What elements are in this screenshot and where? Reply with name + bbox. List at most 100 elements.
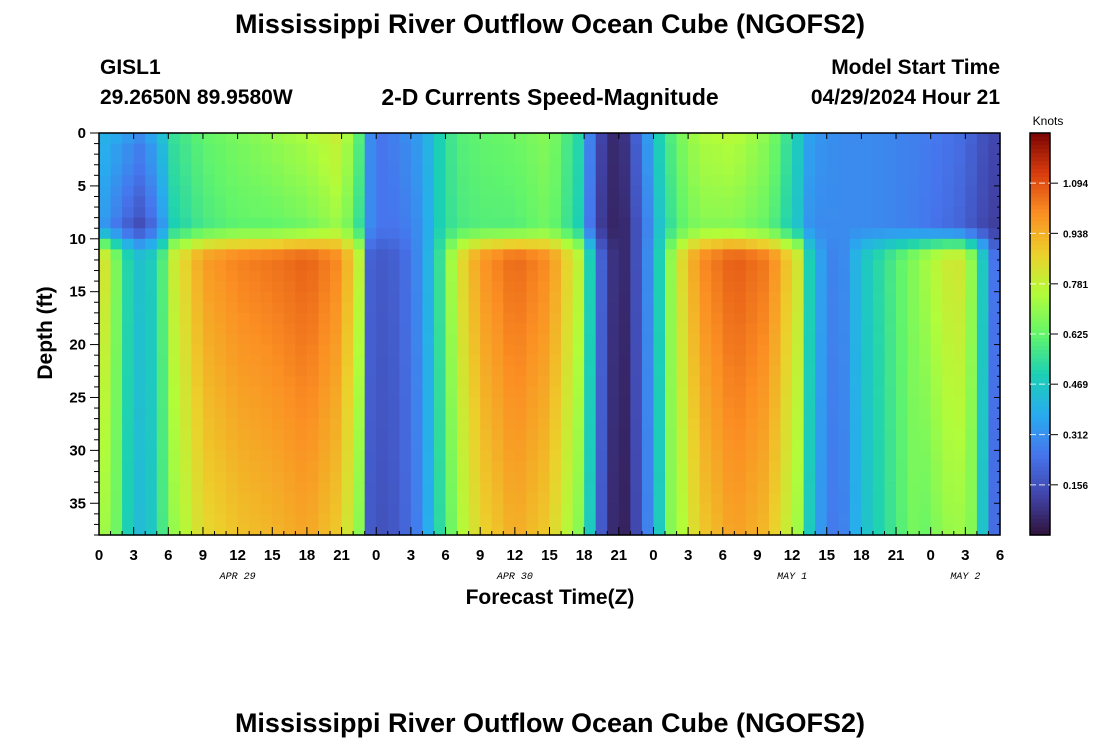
- heatmap-cell: [792, 397, 805, 409]
- heatmap-cell: [607, 302, 620, 314]
- heatmap-cell: [942, 154, 955, 166]
- heatmap-cell: [214, 355, 227, 367]
- heatmap-cell: [422, 460, 435, 473]
- heatmap-cell: [584, 312, 597, 325]
- x-tick-label: 3: [961, 547, 969, 564]
- heatmap-cell: [283, 228, 296, 240]
- colorbar-swatch: [1030, 201, 1050, 206]
- heatmap-cell: [376, 164, 389, 176]
- heatmap-cell: [537, 249, 551, 261]
- heatmap-cell: [99, 154, 112, 166]
- heatmap-cell: [168, 302, 181, 314]
- heatmap-cell: [445, 143, 458, 155]
- heatmap-cell: [572, 376, 585, 388]
- heatmap-cell: [676, 503, 689, 515]
- heatmap-cell: [306, 196, 320, 208]
- heatmap-cell: [410, 164, 424, 176]
- colorbar-swatch: [1030, 434, 1050, 440]
- heatmap-cell: [688, 196, 701, 208]
- heatmap-cell: [653, 143, 666, 155]
- y-tick-label: 30: [69, 442, 86, 459]
- heatmap-cell: [838, 217, 851, 229]
- heatmap-cell: [480, 513, 493, 526]
- y-tick-label: 25: [69, 389, 86, 406]
- heatmap-cell: [930, 429, 943, 441]
- heatmap-cell: [168, 228, 181, 240]
- colorbar-swatch: [1030, 454, 1050, 460]
- heatmap-cell: [410, 355, 424, 367]
- heatmap-cell: [884, 503, 897, 515]
- heatmap-cell: [780, 175, 793, 187]
- heatmap-cell: [572, 408, 585, 420]
- heatmap-cell: [792, 344, 805, 356]
- heatmap-cell: [503, 164, 516, 176]
- heatmap-cell: [318, 291, 331, 303]
- heatmap-cell: [711, 228, 724, 240]
- heatmap-cell: [665, 207, 678, 219]
- heatmap-cell: [537, 376, 551, 388]
- heatmap-cell: [214, 249, 227, 261]
- heatmap-cell: [942, 376, 955, 388]
- heatmap-cell: [410, 185, 424, 198]
- heatmap-cell: [237, 249, 250, 261]
- heatmap-cell: [306, 185, 320, 198]
- heatmap-cell: [768, 365, 782, 377]
- heatmap-cell: [295, 376, 308, 388]
- heatmap-cell: [826, 281, 839, 293]
- heatmap-cell: [803, 450, 816, 462]
- heatmap-cell: [503, 376, 516, 388]
- heatmap-cell: [330, 164, 343, 176]
- heatmap-cell: [930, 302, 943, 314]
- heatmap-cell: [353, 524, 366, 536]
- heatmap-cell: [618, 228, 631, 240]
- heatmap-cell: [699, 450, 712, 462]
- heatmap-cell: [376, 492, 389, 504]
- heatmap-cell: [641, 471, 655, 483]
- heatmap-cell: [295, 365, 308, 377]
- heatmap-cell: [988, 482, 1001, 494]
- heatmap-cell: [260, 439, 273, 451]
- heatmap-cell: [734, 143, 747, 155]
- heatmap-cell: [272, 133, 285, 145]
- heatmap-cell: [122, 133, 135, 145]
- heatmap-cell: [537, 175, 551, 187]
- heatmap-cell: [861, 291, 874, 303]
- heatmap-cell: [122, 323, 135, 335]
- heatmap-cell: [145, 133, 158, 145]
- heatmap-cell: [457, 429, 470, 441]
- heatmap-cell: [803, 408, 816, 420]
- heatmap-cell: [226, 164, 239, 176]
- heatmap-cell: [976, 429, 990, 441]
- heatmap-cell: [330, 344, 343, 356]
- heatmap-cell: [364, 471, 377, 483]
- heatmap-cell: [387, 513, 400, 526]
- heatmap-cell: [537, 460, 551, 473]
- heatmap-cell: [849, 133, 862, 145]
- heatmap-cell: [295, 397, 308, 409]
- heatmap-cell: [584, 228, 597, 240]
- heatmap-cell: [722, 207, 735, 219]
- heatmap-cell: [283, 450, 296, 462]
- heatmap-cell: [734, 429, 747, 441]
- heatmap-cell: [630, 291, 643, 303]
- heatmap-cell: [468, 133, 481, 145]
- heatmap-cell: [861, 323, 874, 335]
- colorbar-swatch: [1030, 137, 1050, 142]
- heatmap-cell: [699, 217, 712, 229]
- heatmap-cell: [168, 408, 181, 420]
- heatmap-cell: [226, 408, 239, 420]
- heatmap-cell: [849, 164, 862, 176]
- heatmap-cell: [214, 418, 227, 430]
- heatmap-cell: [341, 471, 354, 483]
- heatmap-cell: [803, 143, 816, 155]
- heatmap-cell: [907, 482, 920, 494]
- heatmap-cell: [595, 344, 608, 356]
- heatmap-cell: [260, 524, 273, 536]
- heatmap-cell: [711, 154, 724, 166]
- heatmap-cell: [526, 259, 539, 272]
- heatmap-cell: [226, 185, 239, 198]
- heatmap-cell: [884, 471, 897, 483]
- heatmap-cell: [191, 133, 204, 145]
- heatmap-cell: [815, 291, 828, 303]
- heatmap-cell: [826, 164, 839, 176]
